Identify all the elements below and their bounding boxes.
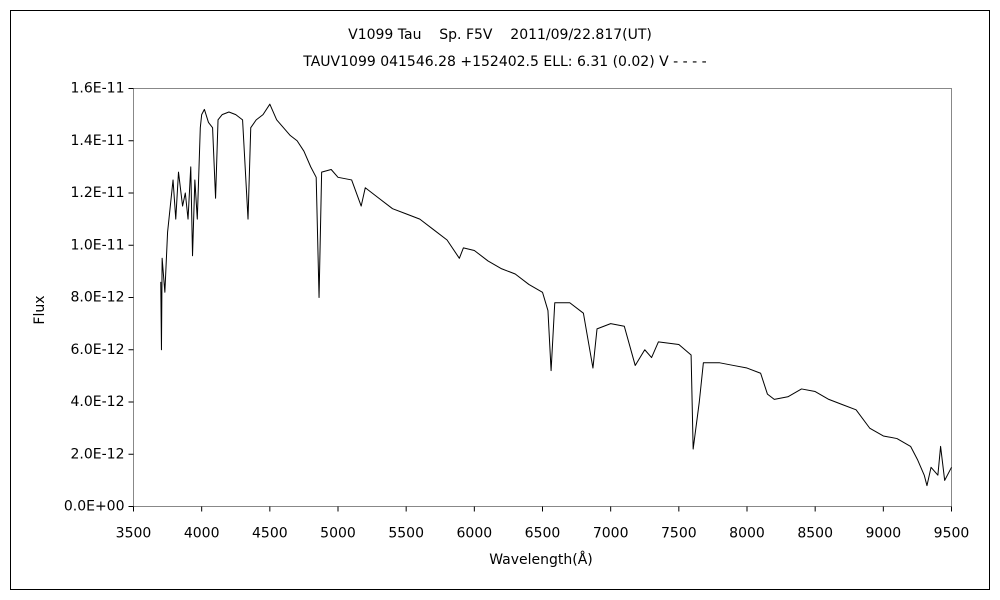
x-tick-label: 7000	[593, 526, 629, 542]
y-axis-label: Flux	[32, 295, 48, 324]
y-tick-label: 8.0E-12	[71, 290, 125, 306]
y-tick-label: 1.2E-11	[71, 185, 125, 201]
y-tick-label: 1.6E-11	[71, 81, 125, 97]
y-tick-label: 4.0E-12	[71, 394, 125, 410]
chart-border	[10, 10, 990, 590]
x-tick-label: 8000	[729, 526, 765, 542]
x-tick-label: 9500	[934, 526, 970, 542]
x-tick-label: 3500	[116, 526, 152, 542]
x-tick-label: 7500	[661, 526, 697, 542]
x-tick-label: 4500	[252, 526, 288, 542]
x-tick-label: 8500	[797, 526, 833, 542]
x-tick-label: 6000	[457, 526, 493, 542]
x-tick-label: 9000	[866, 526, 902, 542]
y-tick-label: 2.0E-12	[71, 446, 125, 462]
spectrum-line	[160, 103, 952, 487]
y-tick-label: 0.0E+00	[64, 499, 125, 515]
chart-subtitle: TAUV1099 041546.28 +152402.5 ELL: 6.31 (…	[302, 54, 706, 70]
x-tick-label: 5500	[388, 526, 424, 542]
y-tick-label: 1.4E-11	[71, 133, 125, 149]
x-tick-label: 5000	[320, 526, 356, 542]
y-tick-label: 1.0E-11	[71, 237, 125, 253]
x-tick-label: 6500	[525, 526, 561, 542]
x-tick-label: 4000	[184, 526, 220, 542]
y-tick-label: 6.0E-12	[71, 342, 125, 358]
chart-title: V1099 Tau Sp. F5V 2011/09/22.817(UT)	[348, 27, 652, 43]
x-axis-label: Wavelength(Å)	[489, 551, 593, 568]
